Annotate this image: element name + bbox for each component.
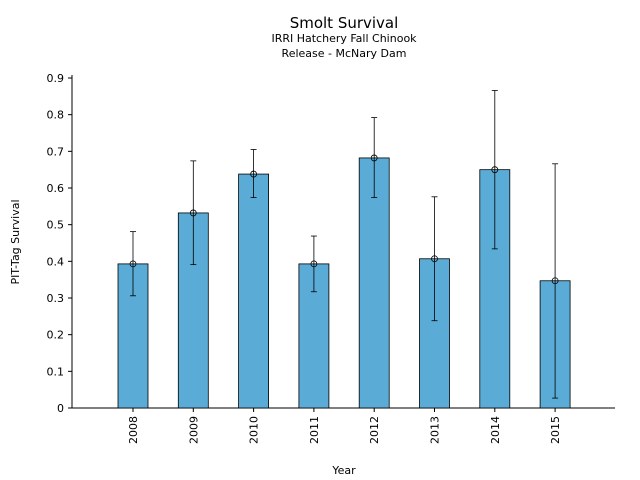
y-tick-label: 0.4 [47,255,65,268]
point-marker [189,209,197,217]
point-marker [129,260,137,268]
x-axis-label: Year [331,464,356,477]
y-tick-label: 0.5 [47,219,65,232]
chart-title: Smolt Survival [290,14,399,32]
y-tick-label: 0 [57,402,64,415]
point-marker [310,260,318,268]
bar [358,157,390,409]
point-marker [491,166,499,174]
x-tick-label: 2011 [308,416,321,444]
y-tick-label: 0.9 [47,72,65,85]
y-tick-label: 0.8 [47,109,65,122]
y-axis: 0 0.1 0.2 0.3 0.4 0.5 0.6 0.7 0.8 0.9 [47,72,73,415]
point-marker [551,277,559,285]
bar [238,173,270,409]
bars [117,157,571,409]
y-tick-label: 0.2 [47,329,65,342]
y-tick-label: 0.7 [47,145,65,158]
y-tick-label: 0.6 [47,182,65,195]
x-tick-label: 2012 [368,416,381,444]
chart-subtitle-line-2: Release - McNary Dam [282,47,407,60]
x-tick-label: 2008 [127,416,140,444]
x-axis: 2008 2009 2010 2011 2012 2013 2014 2015 [72,407,615,444]
point-marker [370,154,378,162]
y-tick-label: 0.1 [47,365,65,378]
bar [419,258,450,409]
point-marker [250,170,258,178]
x-tick-label: 2014 [489,416,502,444]
chart-subtitle-line-1: IRRI Hatchery Fall Chinook [271,32,417,45]
x-tick-label: 2013 [429,416,442,444]
x-tick-label: 2009 [187,416,200,444]
x-tick-label: 2015 [549,416,562,444]
y-axis-label: PIT-Tag Survival [9,199,22,284]
y-tick-label: 0.3 [47,292,65,305]
x-tick-label: 2010 [248,416,261,444]
point-marker [431,255,438,263]
error-bars [129,90,559,399]
